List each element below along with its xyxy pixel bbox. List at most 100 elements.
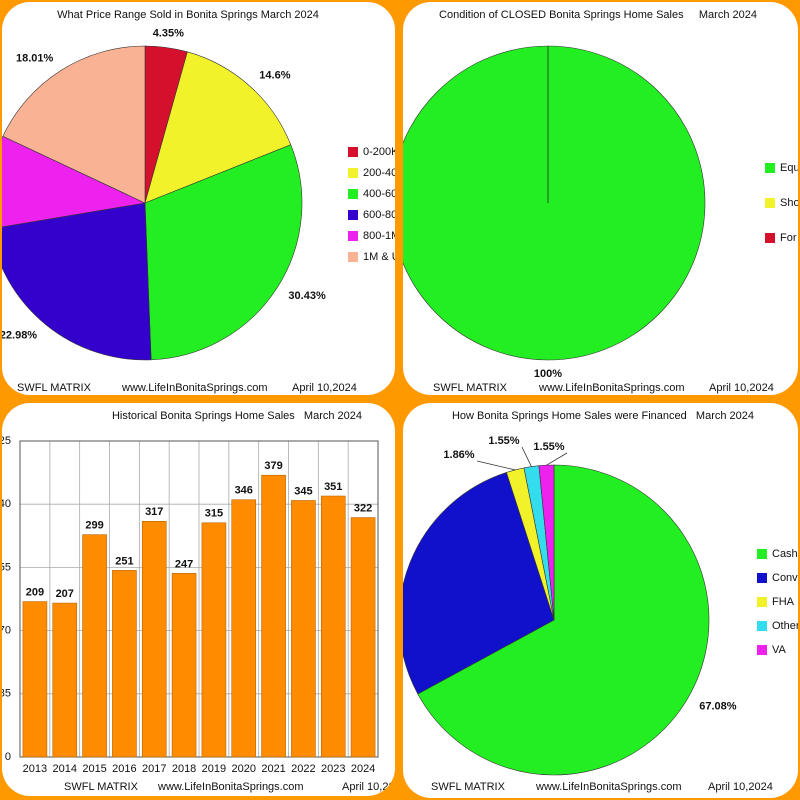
legend-label: Equ: [780, 162, 798, 174]
pie-slice: [2, 135, 146, 228]
leader-line: [521, 446, 532, 467]
x-tick-label: 2015: [82, 763, 106, 775]
value-label: 379: [264, 460, 282, 472]
x-tick-label: 2019: [202, 763, 226, 775]
panel: How Bonita Springs Home Sales were Finan…: [403, 403, 798, 798]
value-label: 1.55%: [488, 435, 519, 447]
value-label: 315: [205, 508, 223, 520]
value-label: 18.01%: [16, 53, 54, 65]
legend-swatch: [757, 573, 767, 583]
legend-swatch: [757, 549, 767, 559]
legend-label: VA: [772, 644, 787, 656]
value-label: 209: [26, 587, 44, 599]
legend-label: Other: [772, 620, 798, 632]
x-tick-label: 2014: [53, 763, 77, 775]
x-tick-label: 2016: [112, 763, 136, 775]
value-label: 322: [354, 502, 372, 514]
panel: What Price Range Sold in Bonita Springs …: [2, 2, 395, 395]
pie-slice: [144, 51, 292, 204]
y-tick-label: 170: [2, 625, 11, 637]
footer-text: April 10,2024: [292, 382, 357, 394]
pie-slice: [2, 202, 152, 361]
chart-title: Historical Bonita Springs Home Sales Mar…: [112, 410, 362, 422]
legend-label: 200-40: [363, 167, 395, 179]
x-tick-label: 2023: [321, 763, 345, 775]
value-label: 67.08%: [699, 700, 737, 712]
legend-swatch: [348, 147, 358, 157]
bar: [52, 602, 78, 758]
pie-slice: [417, 464, 710, 776]
value-label: 30.43%: [288, 290, 326, 302]
pie-slice: [403, 45, 706, 361]
legend-swatch: [757, 597, 767, 607]
legend-label: Sho: [780, 197, 798, 209]
legend-swatch: [765, 233, 775, 243]
value-label: 4.35%: [153, 28, 184, 40]
legend-swatch: [757, 645, 767, 655]
legend-label: 400-60: [363, 188, 395, 200]
chart: Historical Bonita Springs Home Sales Mar…: [2, 410, 395, 793]
legend-swatch: [765, 163, 775, 173]
y-tick-label: 340: [2, 498, 11, 510]
x-tick-label: 2021: [261, 763, 285, 775]
chart-title: What Price Range Sold in Bonita Springs …: [57, 9, 319, 21]
legend-swatch: [348, 210, 358, 220]
x-tick-label: 2018: [172, 763, 196, 775]
legend-swatch: [757, 621, 767, 631]
chart-title: Condition of CLOSED Bonita Springs Home …: [439, 9, 757, 21]
value-label: 1.86%: [443, 449, 474, 461]
legend-swatch: [348, 252, 358, 262]
chart: Condition of CLOSED Bonita Springs Home …: [403, 9, 798, 394]
panel: Historical Bonita Springs Home Sales Mar…: [2, 403, 395, 796]
value-label: 251: [115, 555, 133, 567]
footer-text: SWFL MATRIX: [17, 382, 92, 394]
legend-label: 1M & U: [363, 251, 395, 263]
footer-text: SWFL MATRIX: [431, 781, 506, 793]
legend-swatch: [348, 189, 358, 199]
legend-label: Conv: [772, 572, 798, 584]
legend-label: 800-1M: [363, 230, 395, 242]
y-tick-label: 425: [2, 435, 11, 447]
pie-slice: [538, 464, 555, 621]
value-label: 14.6%: [259, 70, 290, 82]
legend-swatch: [348, 231, 358, 241]
pie-slice: [2, 45, 146, 204]
bar: [350, 517, 376, 758]
leader-line: [546, 452, 568, 466]
x-tick-label: 2017: [142, 763, 166, 775]
bar: [261, 474, 286, 758]
bar: [320, 495, 346, 758]
bar: [141, 521, 167, 758]
legend-swatch: [348, 168, 358, 178]
plot-frame: [19, 440, 379, 758]
leader-line: [476, 460, 516, 471]
legend-label: For: [780, 232, 797, 244]
value-label: 317: [145, 506, 163, 518]
panel: Condition of CLOSED Bonita Springs Home …: [403, 2, 798, 395]
value-label: 207: [56, 588, 74, 600]
x-tick-label: 2020: [232, 763, 256, 775]
bar: [112, 570, 137, 758]
legend-label: 0-200K: [363, 146, 395, 158]
legend-label: 600-80: [363, 209, 395, 221]
footer-text: April 10,2024: [709, 382, 774, 394]
value-label: 351: [324, 481, 342, 493]
y-tick-label: 255: [2, 561, 11, 573]
value-label: 1.55%: [533, 441, 564, 453]
value-label: 345: [294, 485, 312, 497]
bar: [82, 534, 107, 758]
y-tick-label: 85: [2, 688, 11, 700]
footer-text: www.LifeInBonitaSprings.com: [157, 781, 304, 793]
value-label: 100%: [534, 368, 562, 380]
value-label: 22.98%: [2, 330, 37, 342]
bar: [171, 573, 197, 758]
bar: [291, 500, 316, 758]
pie-slice: [144, 144, 303, 361]
legend-label: FHA: [772, 596, 795, 608]
value-label: 247: [175, 558, 193, 570]
bar: [201, 522, 227, 758]
legend-label: Cash: [772, 548, 798, 560]
footer-text: April 10,2024: [342, 781, 395, 793]
y-tick-label: 0: [5, 751, 11, 763]
